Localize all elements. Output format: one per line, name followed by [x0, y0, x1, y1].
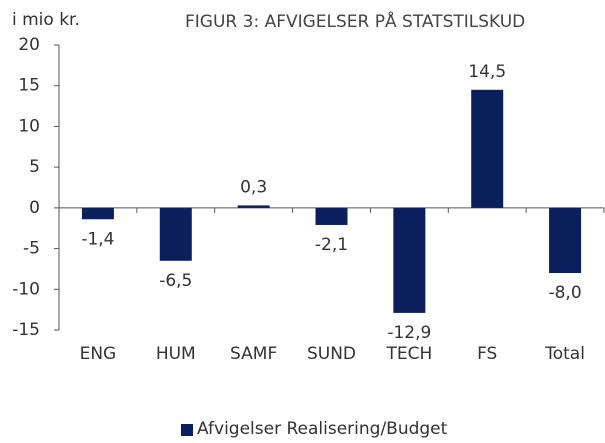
legend-label: Afvigelser Realisering/Budget — [197, 419, 448, 439]
y-tick-label: 15 — [18, 76, 40, 96]
value-label: -8,0 — [548, 283, 581, 303]
x-tick-label: FS — [477, 344, 497, 364]
bar — [549, 207, 582, 273]
value-label: -2,1 — [315, 235, 348, 255]
y-tick-label: 10 — [18, 116, 40, 136]
bar — [81, 207, 114, 220]
value-label: -12,9 — [387, 323, 431, 343]
legend-swatch — [181, 424, 193, 436]
value-label: 14,5 — [468, 62, 506, 82]
bar — [471, 89, 504, 208]
y-tick-label: 5 — [29, 157, 40, 177]
value-label: 0,3 — [240, 177, 267, 197]
x-tick-label: SUND — [307, 344, 356, 364]
bar — [393, 207, 426, 313]
y-tick-label: 20 — [18, 35, 40, 55]
x-tick-label: TECH — [385, 344, 432, 364]
y-tick-label: 0 — [29, 198, 40, 218]
y-tick-label: -15 — [12, 320, 40, 340]
chart-title: FIGUR 3: AFVIGELSER PÅ STATSTILSKUD — [185, 10, 525, 32]
y-tick-label: -5 — [23, 239, 40, 259]
x-tick-label: ENG — [80, 344, 117, 364]
bar — [237, 205, 270, 208]
y-axis-label: i mio kr. — [12, 10, 80, 30]
value-label: -6,5 — [159, 271, 192, 291]
x-tick-label: SAMF — [230, 344, 277, 364]
bar — [159, 207, 192, 261]
value-label: -1,4 — [81, 229, 114, 249]
x-tick-label: HUM — [156, 344, 196, 364]
bar — [315, 207, 348, 225]
x-tick-label: Total — [544, 344, 585, 364]
y-tick-label: -10 — [12, 279, 40, 299]
